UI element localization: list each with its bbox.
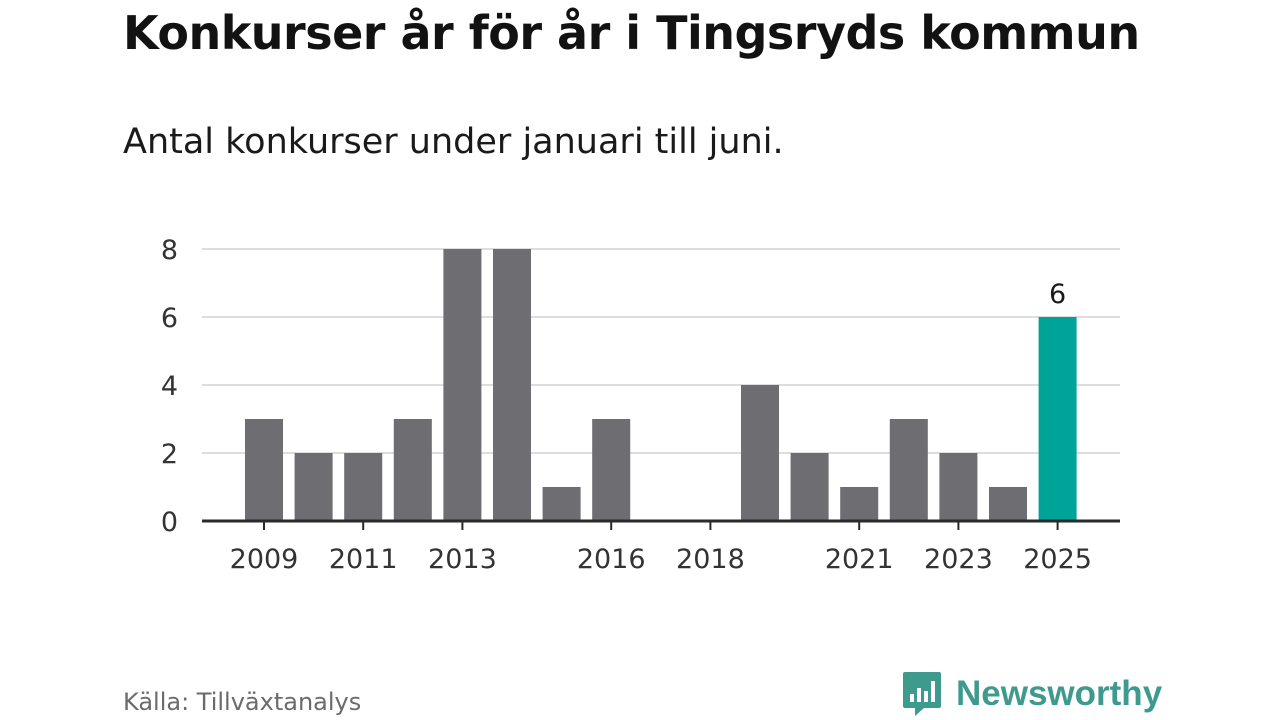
x-axis: 2009 2011 2013 2016 2018 2021 2023 2025 — [202, 519, 1120, 575]
brand-name: Newsworthy — [956, 674, 1163, 713]
bar-2024 — [989, 487, 1027, 521]
x-tick-label-2018: 2018 — [676, 544, 745, 575]
bar-2021 — [840, 487, 879, 521]
y-axis-ticks: 0 2 4 6 8 — [161, 235, 178, 538]
x-tick-label-2025: 2025 — [1023, 544, 1092, 575]
y-tick-label: 2 — [161, 439, 178, 470]
bar-2016 — [592, 419, 631, 521]
bar-2014 — [493, 249, 531, 521]
y-tick-label: 4 — [161, 371, 178, 402]
bar-2009 — [245, 419, 283, 521]
chart-title: Konkurser år för år i Tingsryds kommun — [123, 6, 1140, 60]
data-label-2025: 6 — [1049, 279, 1066, 310]
newsworthy-brand: Newsworthy — [902, 670, 1162, 718]
y-tick-label: 6 — [161, 303, 178, 334]
bar-2022 — [889, 419, 928, 521]
x-tick-label-2009: 2009 — [230, 544, 299, 575]
bar-2010 — [294, 453, 333, 521]
x-tick-label-2013: 2013 — [428, 544, 497, 575]
bar-2019 — [741, 385, 779, 521]
bar-2012 — [393, 419, 432, 521]
x-tick-label-2016: 2016 — [577, 544, 646, 575]
data-labels: 6 — [1049, 279, 1066, 310]
bar-2011 — [344, 453, 383, 521]
bars — [245, 249, 1077, 521]
x-tick-label-2021: 2021 — [825, 544, 894, 575]
bar-2025 — [1038, 317, 1077, 521]
bar-2023 — [939, 453, 978, 521]
bar-2020 — [790, 453, 829, 521]
newsworthy-logo-icon — [903, 672, 941, 716]
bar-2015 — [542, 487, 581, 521]
x-tick-label-2023: 2023 — [924, 544, 993, 575]
y-tick-label: 8 — [161, 235, 178, 266]
bar-2013 — [443, 249, 482, 521]
x-tick-label-2011: 2011 — [329, 544, 398, 575]
source-note: Källa: Tillväxtanalys — [123, 688, 362, 716]
y-tick-label: 0 — [161, 507, 178, 538]
chart-subtitle: Antal konkurser under januari till juni. — [123, 122, 784, 162]
gridlines — [202, 248, 1120, 454]
